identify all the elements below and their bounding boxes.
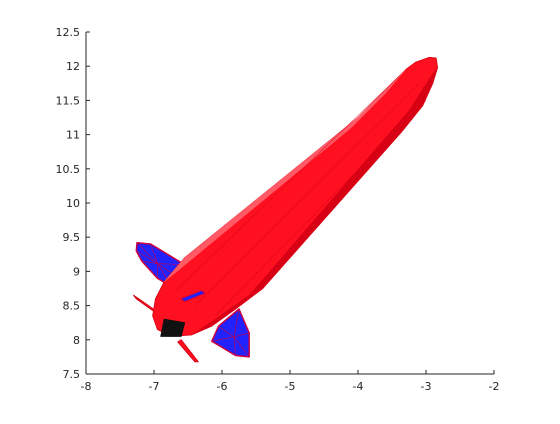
y-ticks: 7.5 8 8.5 9 9.5 10 10.5 11 11.5 12 12.5 xyxy=(56,26,90,381)
rocket-facet-line xyxy=(194,83,420,306)
x-tick-label: -5 xyxy=(285,380,296,393)
rocket-fin-mesh-line xyxy=(136,250,159,264)
y-tick-label: 8 xyxy=(73,334,80,347)
rocket-fin-mesh-line xyxy=(211,336,234,342)
rocket-window xyxy=(180,290,206,302)
x-tick-label: -4 xyxy=(353,380,364,393)
x-ticks: -8 -7 -6 -5 -4 -3 -2 xyxy=(81,370,500,393)
rocket-facet-line xyxy=(174,76,400,293)
y-tick-label: 12 xyxy=(66,60,80,73)
x-tick-label: -2 xyxy=(489,380,500,393)
y-tick-label: 10 xyxy=(66,197,80,210)
rocket-fin-thin-lower xyxy=(177,339,199,363)
rocket-fin-mesh-line xyxy=(141,260,158,265)
rocket-fin-mesh-line xyxy=(218,325,235,338)
x-tick-label: -3 xyxy=(421,380,432,393)
rocket-fin-mesh-line xyxy=(233,336,250,358)
y-tick-label: 8.5 xyxy=(63,300,81,313)
rocket-fin-mesh-line xyxy=(233,336,236,356)
rocket-body-highlight xyxy=(163,69,406,282)
y-tick-label: 10.5 xyxy=(56,163,81,176)
rocket-fin-mesh-line xyxy=(157,263,159,279)
rocket-fin-mesh-line xyxy=(150,243,159,264)
y-tick-label: 12.5 xyxy=(56,26,81,39)
y-tick-label: 9 xyxy=(73,265,80,278)
x-tick-label: -7 xyxy=(149,380,160,393)
rocket-graphic xyxy=(133,56,439,363)
y-tick-label: 11.5 xyxy=(56,94,81,107)
x-tick-label: -6 xyxy=(217,380,228,393)
x-tick-label: -8 xyxy=(81,380,92,393)
rocket-fin-mesh-line xyxy=(233,332,250,338)
rocket-facet-line xyxy=(214,100,427,317)
rocket-fin-mesh-line xyxy=(233,308,240,338)
rocket-fin-mesh-line xyxy=(136,242,159,264)
y-tick-label: 11 xyxy=(66,129,80,142)
y-tick-label: 9.5 xyxy=(63,231,81,244)
rocket-body-shadow xyxy=(191,67,438,336)
rocket-nozzle xyxy=(160,318,186,337)
y-tick-label: 7.5 xyxy=(63,368,81,381)
